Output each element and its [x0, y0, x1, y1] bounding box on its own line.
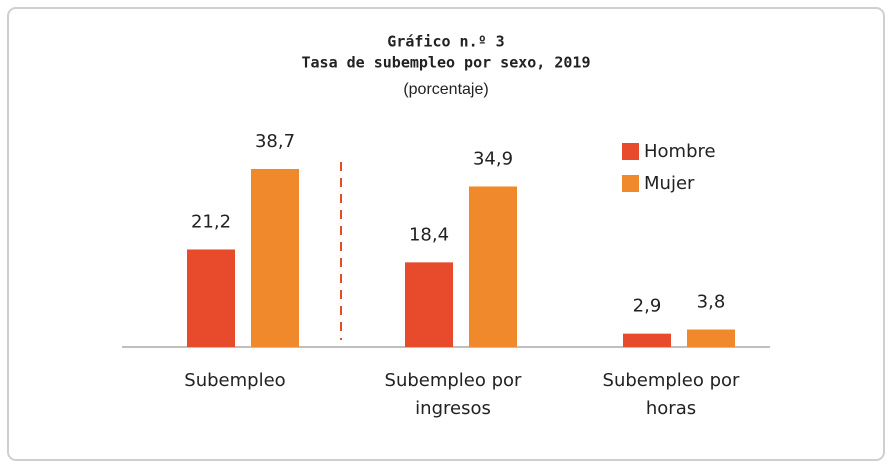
- legend-label: Mujer: [644, 173, 695, 194]
- legend-swatch: [622, 143, 639, 160]
- value-label: 2,9: [633, 296, 662, 317]
- unit-note: (porcentaje): [403, 81, 488, 98]
- legend-label: Hombre: [644, 141, 716, 162]
- bar: [251, 168, 299, 347]
- value-label: 38,7: [255, 131, 295, 152]
- value-label: 18,4: [409, 224, 449, 245]
- x-tick-label: Subempleo: [184, 370, 286, 391]
- value-label: 21,2: [191, 211, 231, 232]
- x-tick-label: Subempleo por ingresos: [384, 370, 522, 419]
- bar: [623, 333, 671, 347]
- bar: [187, 249, 235, 347]
- value-label: 34,9: [473, 148, 513, 169]
- bar: [687, 329, 735, 347]
- legend-swatch: [622, 175, 639, 192]
- bar: [469, 186, 517, 347]
- value-label: 3,8: [697, 292, 726, 313]
- bar: [405, 262, 453, 347]
- chart-title: Gráfico n.º 3: [387, 33, 504, 51]
- chart-subtitle: Tasa de subempleo por sexo, 2019: [302, 54, 591, 72]
- x-tick-label: Subempleo por horas: [602, 370, 740, 419]
